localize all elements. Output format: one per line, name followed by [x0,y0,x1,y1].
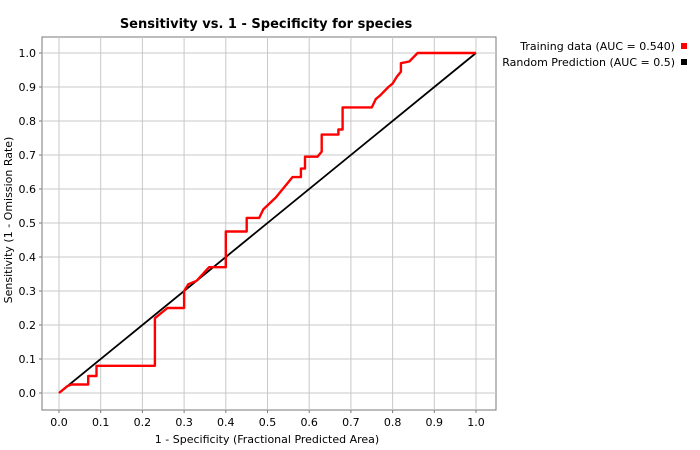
legend-swatch [681,59,687,65]
x-tick-label: 0.3 [175,416,193,429]
training-data-line [58,51,476,394]
y-tick-label: 0.1 [19,353,37,366]
x-axis-ticks: 0.0 0.1 0.2 0.3 0.4 0.5 0.6 0.7 0.8 0.9 1.0 [50,410,485,429]
x-tick-label: 0.9 [426,416,444,429]
y-tick-label: 0.2 [19,319,37,332]
y-tick-label: 1.0 [19,47,37,60]
chart-title: Sensitivity vs. 1 - Specificity for spec… [120,17,413,32]
legend-label: Training data (AUC = 0.540) [519,40,675,53]
x-tick-label: 1.0 [467,416,485,429]
x-tick-label: 0.1 [92,416,110,429]
grid [42,37,496,410]
y-tick-label: 0.9 [19,81,37,94]
legend-swatch [681,43,687,49]
y-axis-ticks: 0.0 0.1 0.2 0.3 0.4 0.5 0.6 0.7 0.8 0.9 1.0 [19,47,42,400]
y-tick-label: 0.7 [19,149,37,162]
random-prediction-line [58,52,477,394]
y-tick-label: 0.5 [19,217,37,230]
y-tick-label: 0.3 [19,285,37,298]
x-tick-label: 0.5 [259,416,277,429]
series-layer [58,51,477,394]
y-tick-label: 0.6 [19,183,37,196]
x-tick-label: 0.8 [384,416,402,429]
x-tick-label: 0.7 [342,416,360,429]
y-tick-label: 0.8 [19,115,37,128]
x-tick-label: 0.2 [134,416,152,429]
x-tick-label: 0.6 [300,416,318,429]
y-tick-label: 0.4 [19,251,37,264]
x-tick-label: 0.0 [50,416,68,429]
x-axis-label: 1 - Specificity (Fractional Predicted Ar… [155,433,379,446]
x-tick-label: 0.4 [217,416,235,429]
legend: Training data (AUC = 0.540) Random Predic… [502,40,687,69]
y-axis-label: Sensitivity (1 - Omission Rate) [2,137,15,304]
legend-label: Random Prediction (AUC = 0.5) [502,56,675,69]
y-tick-label: 0.0 [19,387,37,400]
